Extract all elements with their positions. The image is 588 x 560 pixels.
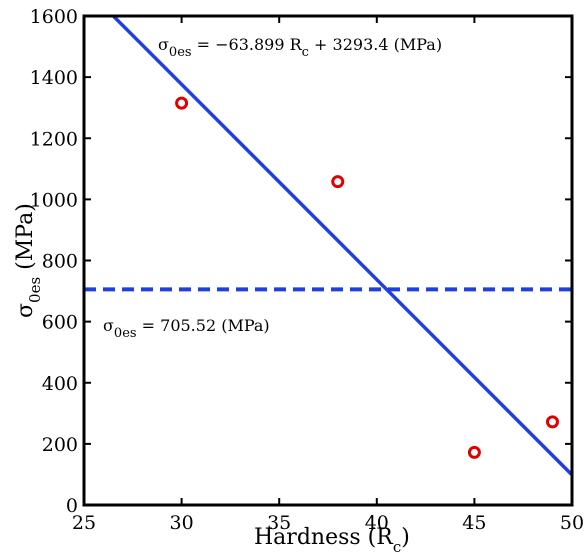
plot-area: [84, 16, 572, 477]
y-tick-label: 1200: [30, 128, 78, 150]
y-axis-label-symbol: σ: [13, 303, 38, 318]
y-tick-label: 400: [42, 373, 78, 395]
mean-value-symbol: σ: [103, 316, 114, 335]
y-tick-label: 600: [42, 312, 78, 334]
fit-equation-annotation: σ0es = −63.899 Rc + 3293.4 (MPa): [158, 35, 442, 60]
x-tick-label: 30: [170, 512, 194, 534]
fit-equation-sub: 0es: [169, 45, 192, 60]
y-tick-label: 1000: [30, 189, 78, 211]
mean-value-sub: 0es: [114, 326, 137, 341]
fit-equation-sub2: c: [302, 45, 309, 60]
x-tick-label: 45: [462, 512, 486, 534]
plot-layer: [84, 16, 572, 477]
mean-value-annotation: σ0es = 705.52 (MPa): [103, 316, 270, 341]
data-point: [175, 96, 189, 110]
x-tick-label: 35: [267, 512, 291, 534]
y-axis-label-tail: (MPa): [13, 203, 38, 277]
plot-frame: [82, 14, 574, 507]
fit-equation-symbol: σ: [158, 35, 169, 54]
data-point: [331, 175, 345, 189]
x-axis-label: Hardness (Rc): [254, 525, 410, 556]
x-axis-label-main: Hardness (R: [254, 525, 394, 550]
x-tick-label: 50: [560, 512, 584, 534]
y-tick-label: 1600: [30, 6, 78, 28]
y-tick-label: 1400: [30, 67, 78, 89]
mean-value-text: = 705.52 (MPa): [137, 316, 270, 335]
y-axis-label: σ0es (MPa): [13, 203, 44, 318]
y-axis-label-sub: 0es: [26, 277, 44, 303]
y-tick-label: 800: [42, 251, 78, 273]
x-tick-label: 25: [72, 512, 96, 534]
fit-line: [110, 16, 572, 477]
fit-equation-text2: + 3293.4 (MPa): [309, 35, 442, 54]
data-point: [467, 445, 481, 459]
x-axis-label-sub: c: [393, 538, 401, 556]
y-tick-label: 0: [66, 495, 78, 517]
fit-equation-text: = −63.899 R: [192, 35, 303, 54]
data-point: [545, 415, 559, 429]
x-axis-label-tail: ): [401, 525, 410, 550]
y-tick-label: 200: [42, 434, 78, 456]
frame-layer: 25 30 35 40 45 50 0 200 400 600 800 1000 1200 1400 160…: [30, 6, 584, 534]
x-tick-label: 40: [365, 512, 389, 534]
